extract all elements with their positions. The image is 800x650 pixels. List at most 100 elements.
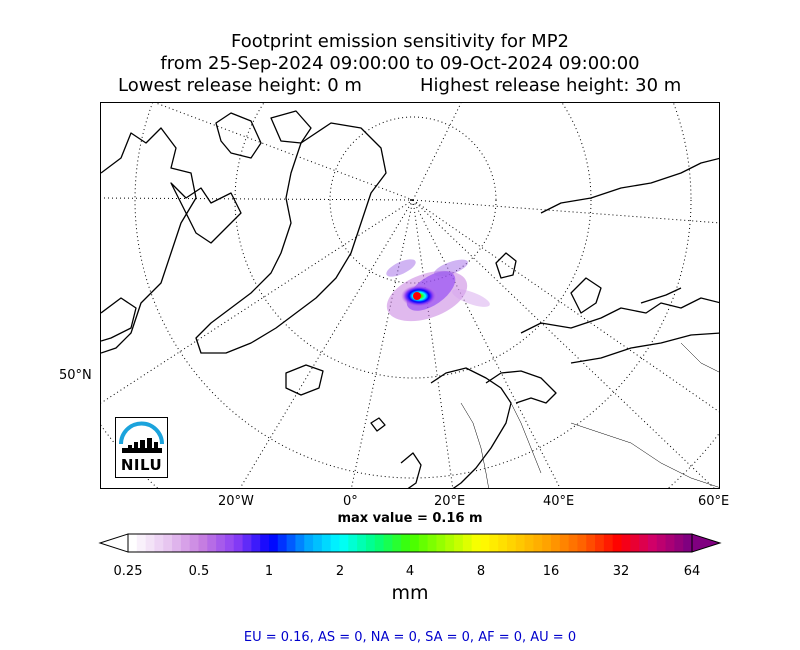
plume-arm-2 (433, 259, 469, 277)
colorbar-segment (586, 534, 596, 552)
colorbar-segment (542, 534, 552, 552)
lon-label-0: 0° (343, 494, 358, 509)
colorbar-segment (374, 534, 385, 552)
footprint-plume (386, 199, 490, 322)
colorbar-tick-8: 64 (683, 564, 701, 579)
nilu-logo: NILU (115, 417, 168, 478)
meridian-120w (155, 103, 414, 201)
colorbar-segment (568, 534, 579, 552)
coast-nz (570, 277, 602, 314)
colorbar-segment (295, 534, 305, 552)
colorbar-segment (136, 534, 147, 552)
meridian-60e (412, 199, 715, 488)
colorbar-segment (462, 534, 473, 552)
border-norway-sweden (460, 402, 489, 488)
colorbar-unit: mm (391, 582, 429, 604)
colorbar-segment (330, 534, 341, 552)
colorbar-segment (313, 534, 323, 552)
colorbar-segment (198, 534, 208, 552)
colorbar-segment (656, 534, 667, 552)
colorbar-tick-3: 2 (335, 564, 345, 579)
colorbar-segment (489, 534, 499, 552)
colorbar-segment (207, 534, 217, 552)
colorbar-segment (410, 534, 420, 552)
colorbar-segment (595, 534, 605, 552)
colorbar-tick-0: 0.25 (113, 564, 143, 579)
border-finland (510, 402, 542, 474)
colorbar-segment (418, 534, 429, 552)
coast-greenland (195, 122, 387, 354)
colorbar-segment (172, 534, 182, 552)
colorbar-segment (436, 534, 446, 552)
meridian-160e (412, 103, 462, 201)
coast-island-2 (270, 110, 312, 144)
coast-faroe (370, 417, 386, 432)
coast-uk (400, 452, 422, 488)
coast-kola (485, 370, 557, 404)
lon-label-60e: 60°E (698, 494, 730, 509)
meridian-20e (412, 199, 454, 488)
colorbar-segment (392, 534, 402, 552)
colorbar-tick-1: 0.5 (188, 564, 210, 579)
colorbar-segment (533, 534, 543, 552)
lat-circle-80 (329, 116, 497, 284)
colorbar-segment (480, 534, 490, 552)
colorbar-segment (277, 534, 288, 552)
colorbar-tick-4: 4 (405, 564, 415, 579)
colorbar-segment (674, 534, 684, 552)
north-pole-dot (410, 199, 412, 201)
colorbar-segment (224, 534, 235, 552)
colorbar-segment (683, 534, 693, 552)
lat-label-50n: 50°N (59, 368, 92, 383)
borders (460, 342, 719, 488)
nilu-logo-text: NILU (120, 456, 163, 474)
colorbar-segment (128, 534, 138, 552)
colorbar-segment (269, 534, 279, 552)
meridian-40e (412, 199, 561, 488)
colorbar (98, 533, 722, 553)
colorbar-segment (498, 534, 508, 552)
region-totals: EU = 0.16, AS = 0, NA = 0, SA = 0, AF = … (243, 630, 577, 645)
lon-label-20w: 20°W (218, 494, 254, 509)
coast-scandinavia (430, 367, 512, 488)
plume-arm-3 (452, 289, 490, 307)
colorbar-segment (524, 534, 534, 552)
lon-label-20e: 20°E (434, 494, 466, 509)
meridian-80e (412, 199, 719, 413)
colorbar-segment (251, 534, 261, 552)
meridian-20w (239, 199, 414, 488)
colorbar-segment (647, 534, 658, 552)
colorbar-segment (401, 534, 411, 552)
colorbar-segment (357, 534, 367, 552)
colorbar-segment (471, 534, 482, 552)
meridian-0 (350, 199, 414, 488)
lowest-release-height: Lowest release height: 0 m (118, 75, 362, 96)
plume-max (413, 292, 421, 300)
meridian-90w (101, 197, 414, 201)
logo-base (122, 448, 162, 453)
coast-canada (101, 127, 197, 354)
colorbar-outline (127, 533, 693, 553)
colorbar-segment (506, 534, 517, 552)
colorbar-segment (339, 534, 349, 552)
colorbar-segment (233, 534, 244, 552)
colorbar-segment (216, 534, 226, 552)
colorbar-segment (665, 534, 675, 552)
colorbar-segment (445, 534, 455, 552)
lat-circle-70 (234, 103, 592, 379)
colorbar-segment (551, 534, 561, 552)
colorbar-segment (180, 534, 191, 552)
max-value-label: max value = 0.16 m (337, 511, 483, 526)
colorbar-segment (577, 534, 587, 552)
border-east (680, 342, 719, 373)
map-svg (101, 103, 719, 488)
coast-labrador (101, 297, 137, 342)
colorbar-segment (427, 534, 438, 552)
colorbar-segment (559, 534, 570, 552)
latitude-grid (101, 103, 719, 488)
coast-russia-1 (520, 297, 719, 334)
coast-island-1 (215, 112, 262, 159)
title-line-1: Footprint emission sensitivity for MP2 (230, 31, 569, 52)
colorbar-segment (321, 534, 332, 552)
coast-iceland (285, 364, 324, 396)
